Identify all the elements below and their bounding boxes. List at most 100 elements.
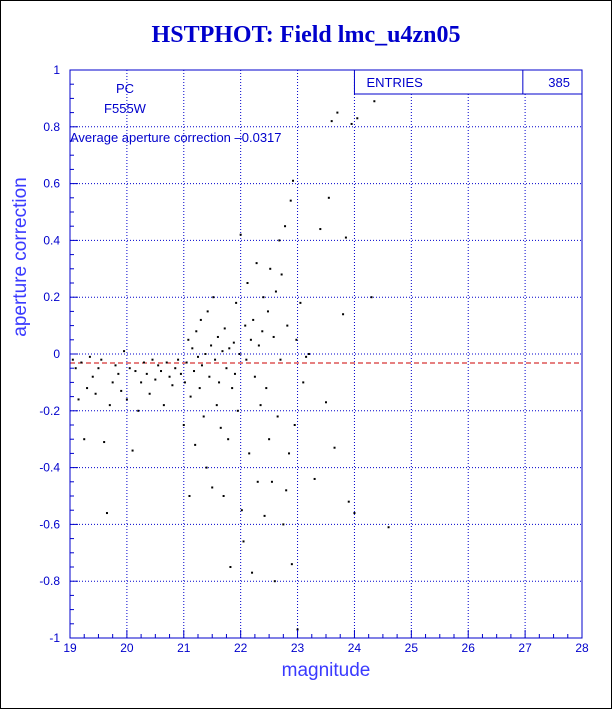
data-point bbox=[240, 509, 243, 512]
data-point bbox=[80, 361, 83, 364]
data-point bbox=[259, 404, 262, 407]
data-point bbox=[336, 111, 339, 114]
data-point bbox=[197, 355, 199, 358]
data-point bbox=[114, 364, 117, 367]
data-point bbox=[140, 381, 143, 384]
x-tick-label: 19 bbox=[63, 641, 77, 655]
data-point bbox=[295, 338, 298, 341]
data-point bbox=[195, 330, 198, 333]
x-tick-label: 27 bbox=[518, 641, 532, 655]
data-point bbox=[370, 296, 373, 299]
x-tick-label: 23 bbox=[291, 641, 305, 655]
data-point bbox=[229, 566, 232, 568]
data-point bbox=[280, 273, 283, 276]
data-point bbox=[97, 367, 100, 370]
data-point bbox=[205, 466, 208, 469]
grid-lines bbox=[70, 70, 582, 638]
data-point bbox=[305, 355, 308, 358]
y-tick-label: -1 bbox=[49, 631, 60, 645]
data-point bbox=[179, 372, 182, 375]
data-point bbox=[219, 426, 222, 429]
data-point bbox=[235, 301, 238, 304]
data-point bbox=[111, 381, 114, 384]
data-point bbox=[289, 199, 292, 202]
data-points bbox=[71, 100, 390, 631]
x-tick-label: 28 bbox=[575, 641, 589, 655]
data-point bbox=[236, 409, 239, 412]
camera-label: PC bbox=[116, 81, 134, 96]
data-point bbox=[356, 117, 359, 120]
data-point bbox=[189, 395, 192, 398]
x-axis-label: magnitude bbox=[282, 660, 371, 681]
data-point bbox=[333, 446, 336, 449]
data-point bbox=[273, 580, 276, 583]
x-tick-label: 22 bbox=[234, 641, 248, 655]
data-point bbox=[214, 358, 217, 361]
data-point bbox=[299, 301, 302, 304]
data-point bbox=[350, 122, 353, 125]
data-point bbox=[284, 225, 287, 228]
y-tick-label: 0.6 bbox=[43, 177, 60, 191]
data-point bbox=[286, 324, 289, 327]
data-point bbox=[269, 267, 272, 270]
data-point bbox=[202, 415, 205, 418]
data-point bbox=[216, 335, 219, 338]
data-point bbox=[327, 196, 330, 199]
data-point bbox=[91, 375, 94, 378]
entries-stats-box bbox=[353, 69, 583, 95]
axis-tick-labels: 19 20 21 22 23 24 25 26 27 28 -1 -0.8 -0.6 -0.4 -0.2 0 0… bbox=[39, 63, 589, 655]
data-point bbox=[200, 364, 203, 367]
data-point bbox=[242, 540, 245, 543]
data-point bbox=[131, 449, 134, 452]
data-point bbox=[307, 353, 310, 355]
data-point bbox=[225, 367, 228, 370]
data-point bbox=[288, 452, 291, 455]
y-tick-label: 0.2 bbox=[43, 290, 60, 304]
data-point bbox=[151, 358, 154, 361]
data-point bbox=[319, 228, 322, 231]
data-point bbox=[168, 375, 171, 378]
data-point bbox=[276, 415, 279, 418]
data-point bbox=[232, 341, 235, 344]
data-point bbox=[246, 282, 249, 284]
data-point bbox=[231, 387, 234, 390]
data-point bbox=[302, 381, 305, 384]
data-point bbox=[134, 370, 137, 373]
data-point bbox=[142, 361, 145, 364]
data-point bbox=[313, 477, 316, 480]
data-point bbox=[125, 398, 128, 401]
data-point bbox=[211, 486, 214, 489]
data-point bbox=[261, 330, 264, 333]
data-point bbox=[145, 372, 148, 375]
data-point bbox=[270, 480, 273, 483]
data-point bbox=[193, 370, 196, 373]
data-point bbox=[198, 387, 201, 390]
data-point bbox=[227, 438, 230, 441]
data-point bbox=[165, 361, 168, 364]
data-point bbox=[206, 310, 209, 313]
data-point bbox=[162, 404, 165, 407]
data-point bbox=[74, 367, 77, 370]
data-point bbox=[83, 438, 86, 441]
data-point bbox=[253, 375, 256, 378]
data-point bbox=[373, 100, 376, 103]
data-point bbox=[344, 236, 347, 239]
data-point bbox=[257, 344, 260, 347]
data-point bbox=[86, 387, 89, 390]
data-point bbox=[215, 404, 218, 407]
data-point bbox=[208, 375, 211, 378]
data-point bbox=[251, 571, 254, 574]
data-point bbox=[77, 398, 80, 401]
data-point bbox=[248, 452, 251, 455]
data-point bbox=[177, 358, 180, 361]
data-point bbox=[71, 358, 74, 361]
x-tick-label: 20 bbox=[120, 641, 134, 655]
data-point bbox=[182, 424, 185, 426]
data-point bbox=[268, 438, 271, 441]
y-axis-label: aperture correction bbox=[10, 177, 31, 336]
y-tick-label: -0.4 bbox=[39, 461, 60, 475]
data-point bbox=[256, 480, 259, 483]
data-point bbox=[100, 358, 103, 361]
data-point bbox=[108, 404, 111, 407]
